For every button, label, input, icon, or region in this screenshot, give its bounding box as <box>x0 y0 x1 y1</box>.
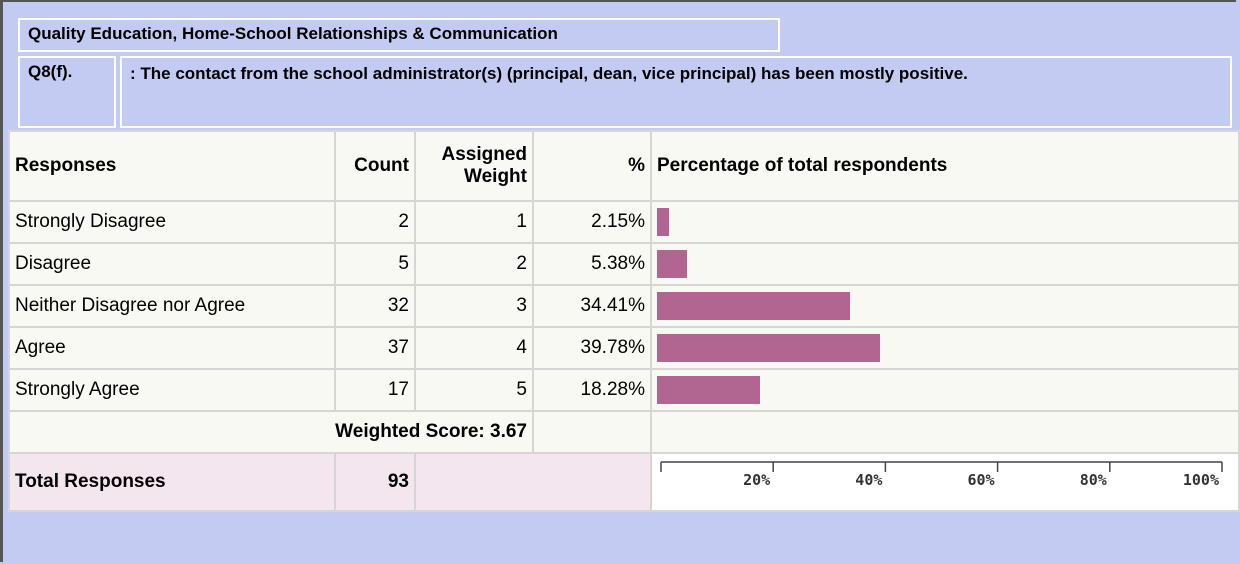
bar-cell <box>650 326 1240 370</box>
tick-label: 100% <box>1183 471 1219 489</box>
count: 5 <box>334 242 416 286</box>
count: 17 <box>334 368 416 412</box>
weighted-score: Weighted Score: 3.67 <box>8 410 534 454</box>
response-row: Strongly Disagree 2 1 2.15% <box>8 200 1240 244</box>
weight: 2 <box>414 242 534 286</box>
percent: 5.38% <box>532 242 652 286</box>
response-row: Neither Disagree nor Agree 32 3 34.41% <box>8 284 1240 328</box>
response-label: Neither Disagree nor Agree <box>8 284 336 328</box>
bar-cell <box>650 284 1240 328</box>
response-row: Disagree 5 2 5.38% <box>8 242 1240 286</box>
empty-cell <box>414 452 652 512</box>
response-row: Strongly Agree 17 5 18.28% <box>8 368 1240 412</box>
bar-cell <box>650 200 1240 244</box>
column-header: % <box>532 130 652 202</box>
bar-cell <box>650 242 1240 286</box>
header-row: Responses Count Assigned Weight% Percentage… <box>8 130 1240 202</box>
tick-label: 20% <box>743 471 770 489</box>
axis: 20% 40% 60% 80% 100% <box>660 461 1223 489</box>
response-label: Strongly Agree <box>8 368 336 412</box>
column-header: Percentage of total respondents <box>650 130 1240 202</box>
weight: 4 <box>414 326 534 370</box>
total-value: 93 <box>334 452 416 512</box>
percent: 34.41% <box>532 284 652 328</box>
tick-label: 80% <box>1080 471 1107 489</box>
column-header: Count <box>334 130 416 202</box>
count: 32 <box>334 284 416 328</box>
response-row: Agree 37 4 39.78% <box>8 326 1240 370</box>
bar <box>657 376 760 404</box>
weighted-score-label: Weighted Score: <box>335 421 485 442</box>
bar <box>657 292 851 320</box>
bar-cell <box>650 368 1240 412</box>
count: 37 <box>334 326 416 370</box>
empty-cell <box>532 410 652 454</box>
weight: 3 <box>414 284 534 328</box>
column-header: Responses <box>8 130 336 202</box>
question-id: Q8(f). <box>18 56 116 128</box>
section-title: Quality Education, Home-School Relations… <box>18 18 780 52</box>
total-row: Total Responses 93 20% 40% 60% 80% 100% <box>8 452 1240 512</box>
bar <box>657 208 670 236</box>
weighted-score-value: 3.67 <box>490 421 527 442</box>
weighted-row: Weighted Score: 3.67 <box>8 410 1240 454</box>
column-header: Assigned Weight <box>414 130 534 202</box>
axis-cell: 20% 40% 60% 80% 100% <box>650 452 1240 512</box>
tick-label: 60% <box>968 471 995 489</box>
empty-cell <box>650 410 1240 454</box>
bar <box>657 334 881 362</box>
percent: 39.78% <box>532 326 652 370</box>
response-label: Strongly Disagree <box>8 200 336 244</box>
results-table: Responses Count Assigned Weight% Percentage… <box>8 130 1240 512</box>
weight: 1 <box>414 200 534 244</box>
response-label: Disagree <box>8 242 336 286</box>
count: 2 <box>334 200 416 244</box>
response-label: Agree <box>8 326 336 370</box>
percent: 2.15% <box>532 200 652 244</box>
total-label: Total Responses <box>8 452 336 512</box>
percent: 18.28% <box>532 368 652 412</box>
tick-label: 40% <box>855 471 882 489</box>
bar <box>657 250 688 278</box>
question-text: : The contact from the school administra… <box>120 56 1232 128</box>
weight: 5 <box>414 368 534 412</box>
